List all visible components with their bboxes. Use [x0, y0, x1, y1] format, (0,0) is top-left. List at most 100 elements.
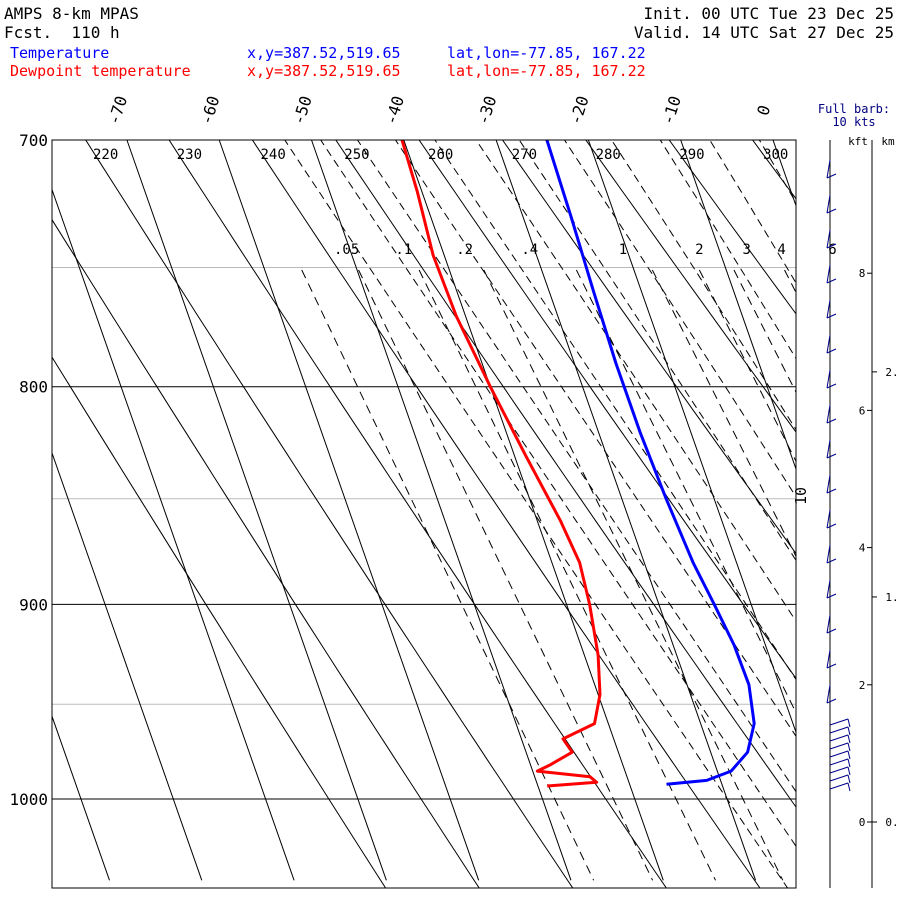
km-tick-label: 2. — [885, 366, 898, 379]
moist-adiabat — [695, 31, 900, 889]
theta-label: 240 — [261, 147, 286, 163]
temperature-label: -10 — [658, 94, 685, 127]
wind-barb — [827, 265, 836, 283]
mixing-ratio-label: .2 — [456, 242, 473, 258]
dry-adiabat — [217, 86, 761, 889]
wind-barb — [830, 767, 850, 775]
temperature-label: 0 — [753, 103, 774, 118]
wind-barb — [827, 615, 836, 633]
temperature-label: -70 — [104, 94, 131, 127]
dry-adiabat — [465, 86, 900, 889]
wind-barb — [827, 545, 836, 563]
theta-label: 260 — [428, 147, 453, 163]
dry-adiabat — [548, 86, 900, 889]
wind-barb — [827, 440, 836, 458]
dry-adiabat — [52, 86, 574, 889]
dry-adiabat — [879, 86, 900, 889]
wind-barb — [830, 783, 850, 791]
legend-dewpoint-latlon: lat,lon=-77.85, 167.22 — [447, 62, 646, 80]
mixing-ratio-label: 3 — [742, 242, 750, 258]
mixing-ratio-line — [785, 270, 900, 880]
theta-label: 220 — [93, 147, 118, 163]
theta-label: 290 — [679, 147, 704, 163]
wind-barb — [827, 475, 836, 493]
mixing-ratio-label: 2 — [695, 242, 703, 258]
legend-temperature-latlon: lat,lon=-77.85, 167.22 — [447, 44, 646, 62]
wind-barb — [827, 160, 836, 178]
temperature-label: -40 — [381, 94, 408, 127]
legend-dewpoint-name: Dewpoint temperature — [10, 62, 191, 80]
legend-temperature-name: Temperature — [10, 44, 109, 62]
mixing-ratio-line — [699, 270, 900, 880]
dry-adiabat — [300, 86, 855, 889]
mixing-ratio-label: 4 — [777, 242, 785, 258]
model-title: AMPS 8-km MPAS — [4, 4, 139, 23]
wind-barb — [830, 751, 850, 759]
wind-barb — [830, 727, 850, 735]
kft-label: kft — [848, 135, 868, 148]
pressure-label: 1000 — [9, 790, 48, 809]
barb-note-line2: 10 kts — [832, 115, 875, 129]
dry-adiabat — [135, 86, 668, 889]
dry-adiabat — [0, 86, 480, 889]
mixing-ratio-line — [576, 270, 879, 880]
km-tick-label: 1. — [885, 591, 898, 604]
kft-tick-label: 4 — [859, 542, 866, 555]
theta-label: 300 — [763, 147, 788, 163]
isotherm — [588, 140, 847, 880]
wind-barb — [827, 195, 836, 213]
mixing-ratio-label: .05 — [334, 242, 359, 258]
mixing-ratio-line — [359, 270, 653, 880]
kft-tick-label: 8 — [859, 267, 866, 280]
isotherm — [0, 140, 202, 880]
temperature-label: -30 — [473, 94, 500, 127]
kft-tick-label: 0 — [859, 816, 866, 829]
isotherm — [0, 140, 17, 880]
isotherm — [35, 140, 294, 880]
mixing-ratio-label: 1 — [619, 242, 627, 258]
theta-label: 250 — [344, 147, 369, 163]
valid-time: Valid. 14 UTC Sat 27 Dec 25 — [634, 23, 894, 42]
plot-frame — [52, 140, 796, 888]
pressure-label: 700 — [19, 131, 48, 150]
dry-adiabat — [631, 86, 900, 889]
legend-dewpoint-xy: x,y=387.52,519.65 — [247, 62, 401, 80]
theta-label: 230 — [177, 147, 202, 163]
wind-barb — [830, 775, 850, 783]
kft-tick-label: 2 — [859, 679, 866, 692]
dry-adiabat — [383, 86, 900, 889]
init-time: Init. 00 UTC Tue 23 Dec 25 — [644, 4, 894, 23]
km-tick-label: 0. — [885, 816, 898, 829]
wind-barb — [827, 300, 836, 318]
isotherm — [681, 140, 900, 880]
mixing-ratio-line — [302, 270, 594, 880]
isotherm — [865, 140, 900, 880]
forecast-hour: Fcst. 110 h — [4, 23, 120, 42]
temperature-label: -20 — [566, 94, 593, 127]
temperature-label: -50 — [289, 94, 316, 127]
wind-barb — [830, 743, 850, 751]
wind-barb — [827, 335, 836, 353]
wind-barb — [830, 759, 850, 767]
mixing-ratio-line — [652, 270, 900, 880]
pressure-label: 800 — [19, 378, 48, 397]
wind-barb — [827, 685, 836, 703]
pressure-label: 900 — [19, 595, 48, 614]
isotherm — [0, 140, 109, 880]
wind-barb — [827, 370, 836, 388]
wind-barb — [830, 735, 850, 743]
wind-barb — [827, 650, 836, 668]
moist-adiabat — [591, 31, 900, 889]
barb-note-line1: Full barb: — [818, 102, 890, 116]
theta-label: 270 — [512, 147, 537, 163]
wind-barb — [827, 580, 836, 598]
theta-label: 280 — [596, 147, 621, 163]
legend-temperature-xy: x,y=387.52,519.65 — [247, 44, 401, 62]
mixing-ratio-label: .1 — [395, 242, 412, 258]
dry-adiabat — [796, 86, 900, 889]
wind-barb — [827, 405, 836, 423]
side-label: 10 — [792, 487, 810, 505]
kft-tick-label: 6 — [859, 404, 866, 417]
temperature-label: -60 — [196, 94, 223, 127]
